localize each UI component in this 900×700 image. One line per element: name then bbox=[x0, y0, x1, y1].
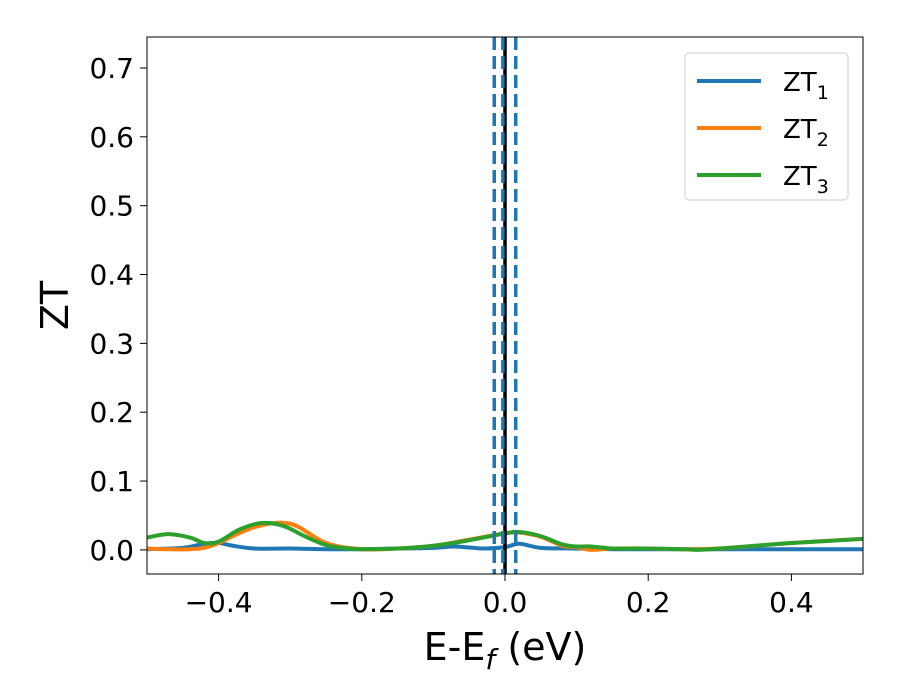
x-tick-label: 0.2 bbox=[626, 586, 671, 619]
y-axis-title: ZT bbox=[33, 280, 77, 330]
x-tick-label: −0.2 bbox=[328, 586, 396, 619]
y-tick-label: 0.0 bbox=[89, 534, 134, 567]
y-tick-label: 0.4 bbox=[89, 259, 134, 292]
y-tick-label: 0.1 bbox=[89, 465, 134, 498]
x-tick-label: 0.0 bbox=[483, 586, 528, 619]
y-axis: 0.0 0.1 0.2 0.3 0.4 0.5 0.6 0.7 bbox=[89, 52, 147, 567]
legend-label-zt1: ZT1 bbox=[783, 68, 829, 104]
y-tick-label: 0.7 bbox=[89, 52, 134, 85]
x-tick-label: −0.4 bbox=[185, 586, 253, 619]
x-axis: −0.4 −0.2 0.0 0.2 0.4 bbox=[185, 574, 814, 619]
legend: ZT1 ZT2 ZT3 bbox=[684, 52, 849, 201]
y-tick-label: 0.3 bbox=[89, 327, 134, 360]
legend-label-zt3: ZT3 bbox=[783, 162, 829, 198]
y-tick-label: 0.2 bbox=[89, 396, 134, 429]
x-tick-label: 0.4 bbox=[769, 586, 814, 619]
y-tick-label: 0.5 bbox=[89, 190, 134, 223]
legend-label-zt2: ZT2 bbox=[783, 115, 829, 151]
reference-lines bbox=[492, 37, 518, 574]
y-tick-label: 0.6 bbox=[89, 121, 134, 154]
legend-box bbox=[684, 52, 849, 201]
x-axis-title: E-Ef (eV) bbox=[424, 625, 587, 676]
